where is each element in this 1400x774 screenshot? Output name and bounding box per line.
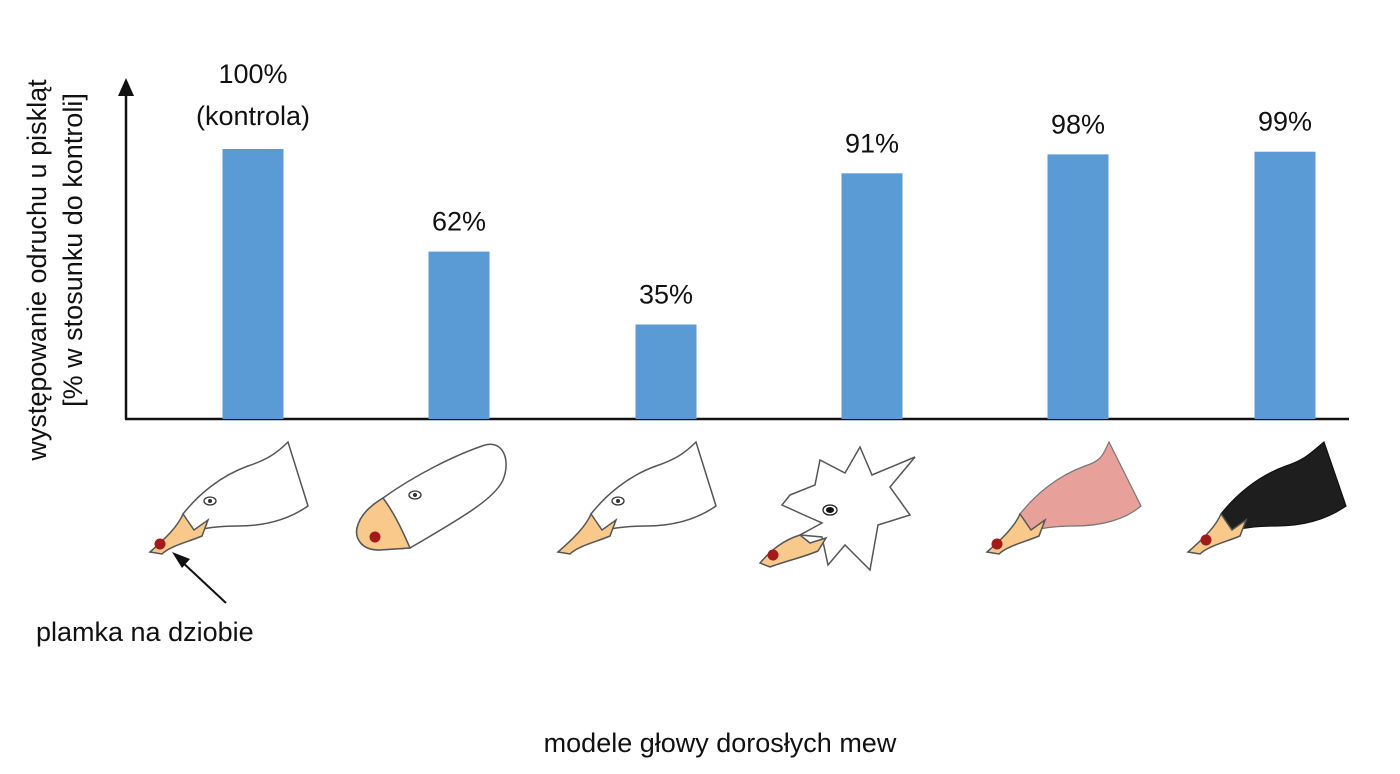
annotation-arrowhead xyxy=(172,552,190,568)
bar-6 xyxy=(1254,151,1316,419)
bar-5 xyxy=(1047,154,1109,419)
data-label-6: 99% xyxy=(1258,107,1312,137)
bar-3 xyxy=(635,324,697,419)
data-labels-group: 100% 62% 35% 91% 98% 99% xyxy=(218,59,1312,310)
annotation-arrow xyxy=(179,559,227,604)
y-axis-arrow xyxy=(118,78,134,96)
gull-head-white-icon xyxy=(556,440,717,555)
control-note: (kontrola) xyxy=(196,101,310,131)
data-label-4: 91% xyxy=(845,128,899,158)
category-icons xyxy=(148,440,1347,572)
data-label-1: 100% xyxy=(218,59,287,89)
annotation-text: plamka na dziobie xyxy=(36,617,254,647)
data-label-2: 62% xyxy=(432,207,486,237)
bar-2 xyxy=(428,251,490,419)
x-axis-label: modele głowy dorosłych mew xyxy=(544,728,897,758)
data-label-3: 35% xyxy=(639,280,693,310)
gull-head-pink-icon xyxy=(985,440,1142,555)
y-axis-label-line1: występowanie odruchu u piskląt xyxy=(22,79,52,462)
bar-1 xyxy=(222,149,284,419)
data-label-5: 98% xyxy=(1051,109,1105,139)
bar-4 xyxy=(841,173,903,419)
y-axis-label-line2: [% w stosunku do kontroli] xyxy=(58,93,88,407)
star-head-icon xyxy=(758,445,916,572)
gull-head-white-icon xyxy=(148,440,309,555)
bars-group xyxy=(222,149,1316,419)
gull-head-black-icon xyxy=(1186,440,1347,555)
oval-head-icon xyxy=(355,443,507,551)
